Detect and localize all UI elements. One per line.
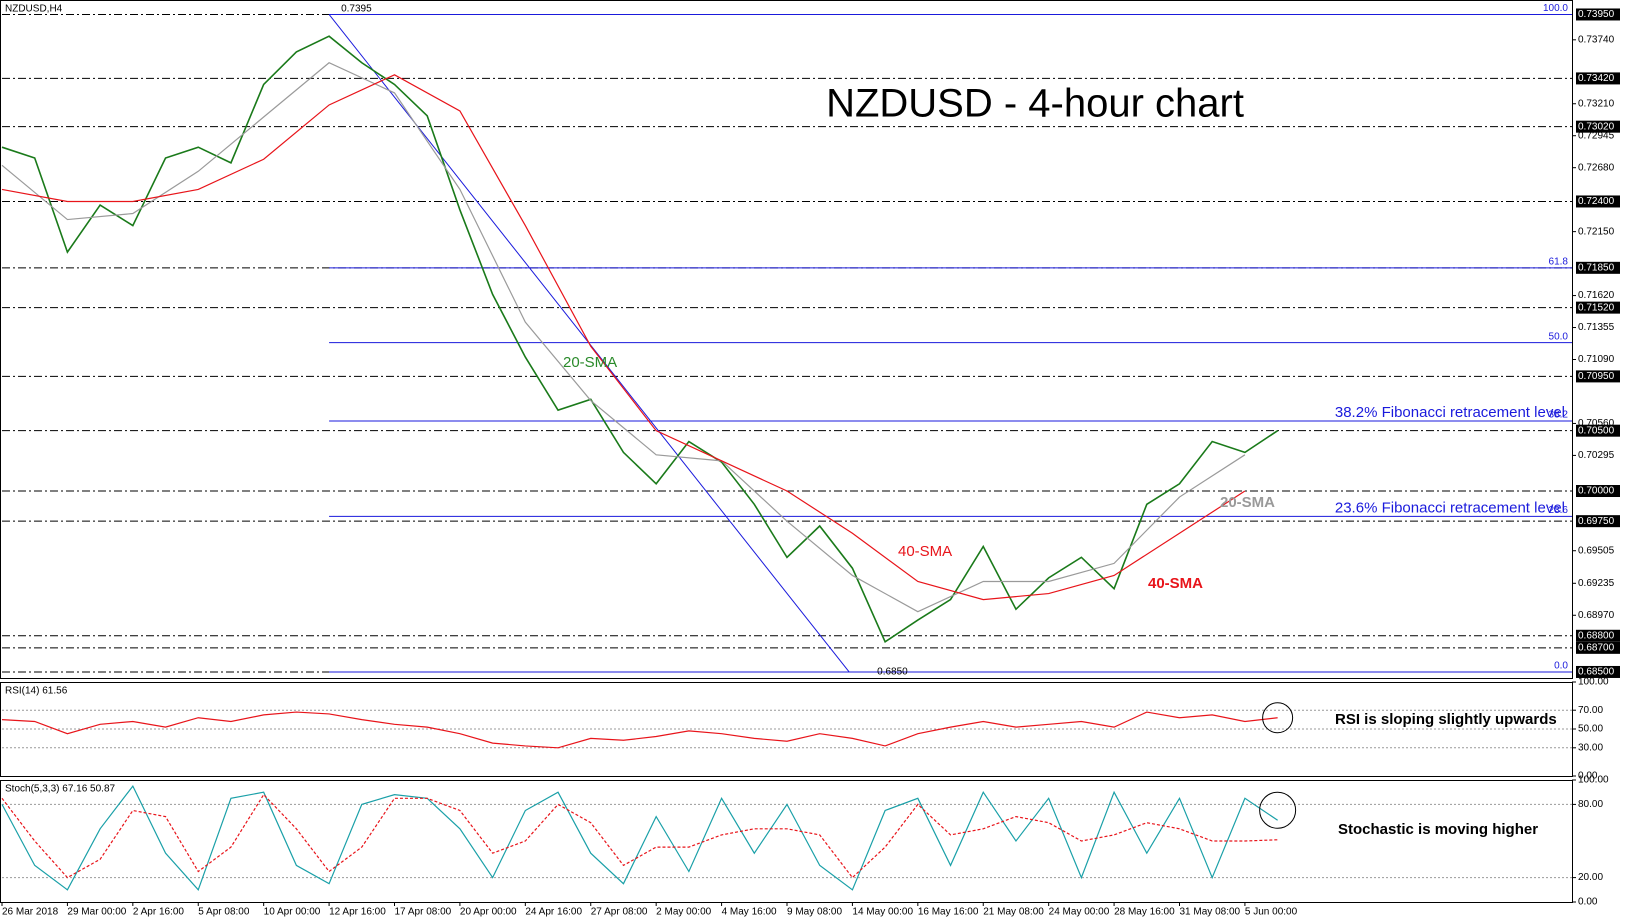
level-label: 0.68700: [1578, 642, 1615, 653]
level-box: [1576, 424, 1620, 437]
level-label: 0.70000: [1578, 486, 1615, 497]
x-tick-label: 5 Apr 08:00: [198, 907, 250, 918]
x-tick-label: 27 Apr 08:00: [591, 907, 648, 918]
x-tick-label: 12 Apr 16:00: [329, 907, 386, 918]
annotation: 38.2% Fibonacci retracement level: [1335, 404, 1565, 421]
level-box: [1576, 485, 1620, 498]
level-box: [1576, 370, 1620, 383]
panel-frame: [0, 780, 1573, 903]
y-tick-label: 30.00: [1578, 742, 1603, 753]
x-tick-label: 31 May 08:00: [1180, 907, 1241, 918]
highlight-circle: [1259, 791, 1297, 829]
x-tick-label: 17 Apr 08:00: [395, 907, 452, 918]
annotation: 40-SMA: [1148, 575, 1203, 592]
y-tick-label: 0.69235: [1578, 578, 1615, 589]
level-label: 0.73020: [1578, 121, 1615, 132]
level-box: [1576, 515, 1620, 528]
highlight-circle: [1262, 702, 1294, 734]
y-tick-label: 100.00: [1578, 775, 1609, 786]
level-box: [1576, 72, 1620, 85]
annotation: RSI is sloping slightly upwards: [1335, 711, 1557, 728]
fib-label: 61.8: [1549, 256, 1569, 267]
y-tick-label: 20.00: [1578, 872, 1603, 883]
x-tick-label: 24 May 00:00: [1049, 907, 1110, 918]
x-tick-label: 14 May 00:00: [852, 907, 913, 918]
series-line: [1, 35, 1279, 643]
level-label: 0.73950: [1578, 9, 1615, 20]
x-tick-label: 2 May 00:00: [656, 907, 711, 918]
y-tick-label: 0.71090: [1578, 354, 1615, 365]
level-label: 0.70950: [1578, 371, 1615, 382]
level-box: [1576, 195, 1620, 208]
x-tick-label: 20 Apr 00:00: [460, 907, 517, 918]
level-box: [1576, 641, 1620, 654]
panel-label: NZDUSD,H4: [5, 4, 63, 15]
y-tick-label: 0.72680: [1578, 162, 1615, 173]
level-box: [1576, 301, 1620, 314]
y-tick-label: 0.71355: [1578, 322, 1615, 333]
level-box: [1576, 261, 1620, 274]
fib-label: 23.6: [1549, 505, 1569, 516]
high-label: 0.7395: [341, 4, 372, 15]
y-tick-label: 0.70560: [1578, 418, 1615, 429]
series-label: 40-SMA: [898, 543, 952, 560]
x-tick-label: 16 May 16:00: [918, 907, 979, 918]
fib-label: 38.2: [1549, 410, 1569, 421]
annotation: 23.6% Fibonacci retracement level: [1335, 499, 1565, 516]
level-label: 0.68800: [1578, 630, 1615, 641]
fib-label: 50.0: [1549, 331, 1569, 342]
x-tick-label: 26 Mar 2018: [2, 907, 59, 918]
x-tick-label: 5 Jun 00:00: [1245, 907, 1298, 918]
x-tick-label: 4 May 16:00: [722, 907, 777, 918]
level-box: [1576, 665, 1620, 678]
indicator-line: [1, 793, 1278, 879]
panel-frame: [0, 0, 1573, 679]
series-line: [1, 62, 1246, 613]
level-label: 0.70500: [1578, 425, 1615, 436]
y-tick-label: 0.71620: [1578, 290, 1615, 301]
y-tick-label: 80.00: [1578, 799, 1603, 810]
y-tick-label: 0.72945: [1578, 130, 1615, 141]
level-label: 0.72400: [1578, 196, 1615, 207]
x-tick-label: 24 Apr 16:00: [525, 907, 582, 918]
y-tick-label: 0.73210: [1578, 98, 1615, 109]
level-label: 0.71520: [1578, 302, 1615, 313]
indicator-line: [1, 711, 1278, 749]
y-tick-label: 100.00: [1578, 677, 1609, 688]
y-tick-label: 0.00: [1578, 771, 1598, 782]
level-label: 0.69750: [1578, 516, 1615, 527]
fib-label: 100.0: [1543, 3, 1568, 14]
x-tick-label: 28 May 16:00: [1114, 907, 1175, 918]
x-tick-label: 29 Mar 00:00: [67, 907, 126, 918]
y-tick-label: 70.00: [1578, 705, 1603, 716]
y-tick-label: 0.69505: [1578, 545, 1615, 556]
level-label: 0.68500: [1578, 667, 1615, 678]
x-tick-label: 21 May 08:00: [983, 907, 1044, 918]
level-box: [1576, 120, 1620, 133]
x-tick-label: 10 Apr 00:00: [264, 907, 321, 918]
y-tick-label: 0.72150: [1578, 226, 1615, 237]
series-label: 20-SMA: [563, 354, 617, 371]
x-tick-label: 9 May 08:00: [787, 907, 842, 918]
y-tick-label: 50.00: [1578, 724, 1603, 735]
low-label: 0.6850: [877, 667, 908, 678]
level-label: 0.73420: [1578, 73, 1615, 84]
level-box: [1576, 8, 1620, 21]
annotation: 20-SMA: [1220, 494, 1275, 511]
series-line: [1, 74, 1246, 601]
annotation: Stochastic is moving higher: [1338, 821, 1538, 838]
level-label: 0.71850: [1578, 262, 1615, 273]
x-tick-label: 2 Apr 16:00: [133, 907, 185, 918]
panel-label: Stoch(5,3,3) 67.16 50.87: [5, 784, 116, 795]
y-tick-label: 0.73740: [1578, 34, 1615, 45]
y-tick-label: 0.68970: [1578, 610, 1615, 621]
y-tick-label: 0.70295: [1578, 450, 1615, 461]
level-box: [1576, 629, 1620, 642]
indicator-line: [1, 784, 1278, 891]
panel-label: RSI(14) 61.56: [5, 686, 68, 697]
y-tick-label: 0.00: [1578, 897, 1598, 908]
fib-label: 0.0: [1554, 661, 1568, 672]
chart-title: NZDUSD - 4-hour chart: [826, 82, 1244, 126]
